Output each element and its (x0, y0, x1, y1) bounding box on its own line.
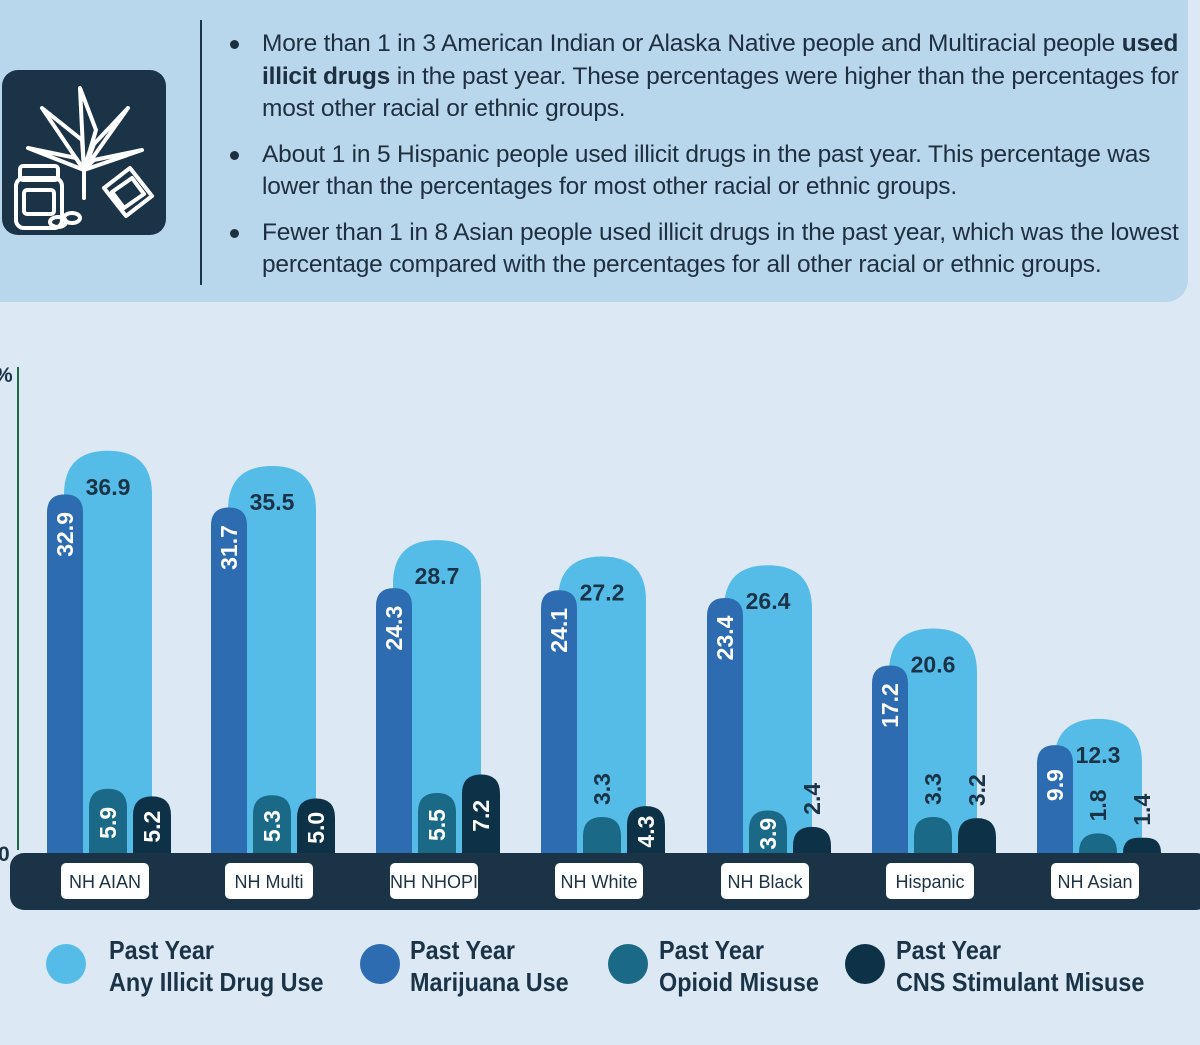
data-label-any-illicit: 28.7 (415, 563, 460, 589)
legend-swatch (360, 944, 400, 984)
data-label-opioid: 3.9 (755, 818, 781, 850)
data-label-opioid: 1.8 (1085, 789, 1111, 821)
bar-marijuana (872, 665, 908, 853)
chart-legend: Past Year Any Illicit Drug Use Past Year M… (0, 930, 1200, 1040)
finding-text: More than 1 in 3 American Indian or Alas… (262, 30, 1122, 57)
bar-marijuana (1037, 745, 1073, 853)
legend-label: Past Year CNS Stimulant Misuse (896, 935, 1145, 997)
finding-emphasis: used illicit drugs (262, 30, 1179, 90)
data-label-any-illicit: 27.2 (580, 580, 625, 606)
bar-any-illicit (393, 540, 481, 853)
category-label: Hispanic (895, 872, 964, 892)
data-label-cns-stimulant: 5.0 (303, 812, 329, 844)
data-label-marijuana: 32.9 (52, 512, 78, 557)
category-pill (555, 863, 643, 899)
category-label: NH Black (727, 872, 803, 892)
data-label-marijuana: 24.3 (381, 606, 407, 651)
category-label: NH Multi (234, 872, 303, 892)
category-label: NH NHOPI (390, 872, 478, 892)
legend-swatch (608, 944, 648, 984)
category-pill (886, 863, 974, 899)
bar-marijuana (47, 494, 83, 853)
category-label: NH White (560, 872, 637, 892)
drug-use-icon (2, 70, 166, 235)
y-tick-label-percent: % (0, 364, 13, 387)
data-label-cns-stimulant: 7.2 (468, 800, 494, 832)
data-label-marijuana: 31.7 (216, 525, 242, 570)
data-label-marijuana: 9.9 (1042, 769, 1068, 801)
data-label-any-illicit: 36.9 (86, 474, 131, 500)
data-label-marijuana: 24.1 (546, 608, 572, 653)
bar-opioid (1079, 833, 1117, 853)
category-pill (61, 863, 149, 899)
legend-label: Past Year Marijuana Use (410, 935, 569, 997)
finding-text: Fewer than 1 in 8 Asian people used illi… (262, 218, 1179, 279)
bar-opioid (418, 793, 456, 853)
info-panel (0, 0, 1188, 302)
data-label-opioid: 5.5 (424, 809, 450, 841)
illicit-drug-use-chart: 0% 36.9 32.9 5.9 5.2 NH AIAN 35.5 31.7 5.3 5.0 NH … (0, 364, 1200, 910)
data-label-any-illicit: 35.5 (250, 489, 295, 515)
legend-swatch (46, 944, 86, 984)
data-label-any-illicit: 20.6 (911, 651, 956, 677)
bar-opioid (749, 810, 787, 853)
data-label-cns-stimulant: 5.2 (139, 811, 165, 843)
finding-item: Fewer than 1 in 8 Asian people used illi… (228, 217, 1193, 282)
panel-divider (200, 20, 202, 285)
bar-cns-stimulant (627, 806, 665, 853)
data-label-opioid: 5.9 (95, 807, 121, 839)
data-label-cns-stimulant: 1.4 (1129, 794, 1155, 826)
data-label-cns-stimulant: 3.2 (964, 774, 990, 806)
bar-cns-stimulant (793, 826, 831, 853)
bar-opioid (583, 817, 621, 853)
bar-any-illicit (724, 565, 812, 853)
bar-any-illicit (64, 450, 152, 853)
bar-marijuana (376, 588, 412, 853)
data-label-cns-stimulant: 2.4 (799, 783, 825, 815)
bar-any-illicit (889, 628, 977, 853)
data-label-marijuana: 17.2 (877, 683, 903, 728)
category-pill (225, 863, 313, 899)
legend-label: Past Year Opioid Misuse (659, 935, 819, 997)
data-label-opioid: 3.3 (920, 773, 946, 805)
key-findings-list: More than 1 in 3 American Indian or Alas… (228, 28, 1193, 295)
legend-swatch (845, 944, 885, 984)
finding-item: About 1 in 5 Hispanic people used illici… (228, 139, 1193, 204)
category-pill (390, 863, 478, 899)
finding-text: About 1 in 5 Hispanic people used illici… (262, 140, 1151, 201)
data-label-cns-stimulant: 4.3 (633, 816, 659, 848)
data-label-any-illicit: 26.4 (746, 588, 791, 614)
finding-item: More than 1 in 3 American Indian or Alas… (228, 28, 1193, 126)
bar-any-illicit (1054, 718, 1142, 853)
bar-opioid (89, 788, 127, 853)
bar-marijuana (541, 590, 577, 853)
data-label-opioid: 5.3 (259, 810, 285, 842)
finding-text: in the past year. These percentages were… (262, 62, 1179, 123)
data-label-opioid: 3.3 (589, 773, 615, 805)
cannabis-leaf-pill-bottle-bag-icon (14, 86, 154, 230)
bar-marijuana (707, 597, 743, 853)
bar-marijuana (211, 507, 247, 853)
category-label: NH Asian (1057, 872, 1132, 892)
bar-any-illicit (228, 466, 316, 853)
bar-cns-stimulant (958, 818, 996, 853)
category-pill (721, 863, 809, 899)
category-label: NH AIAN (69, 872, 141, 892)
bar-cns-stimulant (1123, 837, 1161, 853)
data-label-marijuana: 23.4 (712, 615, 738, 660)
bar-opioid (914, 817, 952, 853)
legend-label: Past Year Any Illicit Drug Use (109, 935, 324, 997)
data-label-any-illicit: 12.3 (1076, 742, 1121, 768)
y-tick-label-zero: 0 (0, 843, 10, 866)
category-pill (1051, 863, 1139, 899)
bar-cns-stimulant (462, 774, 500, 853)
bar-cns-stimulant (133, 796, 171, 853)
bar-cns-stimulant (297, 798, 335, 853)
bar-any-illicit (558, 556, 646, 853)
bar-opioid (253, 795, 291, 853)
